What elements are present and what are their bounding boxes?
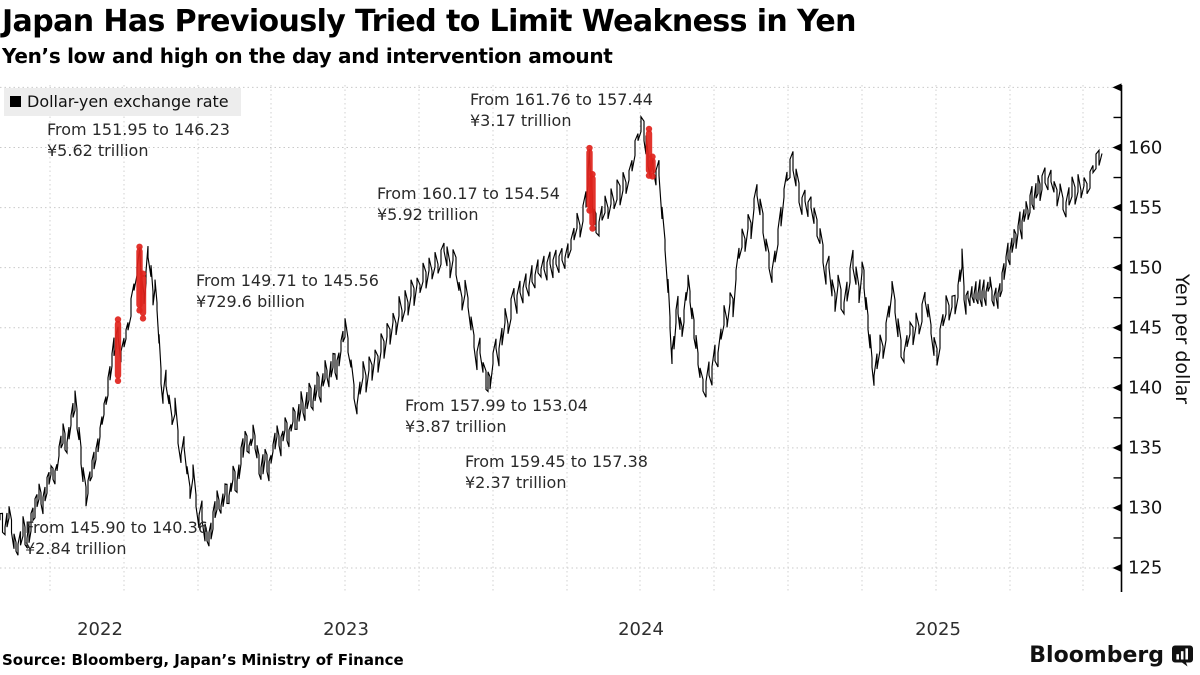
y-tick-label: 125 xyxy=(1128,557,1163,579)
x-year-label: 2025 xyxy=(915,619,961,640)
legend-swatch-icon xyxy=(10,96,21,107)
bloomberg-logo: Bloomberg xyxy=(1029,643,1194,668)
annotation-range-text: From 157.99 to 153.04 xyxy=(405,396,588,415)
intervention-annotation: From 160.17 to 154.54 ¥5.92 trillion xyxy=(377,183,560,225)
annotation-amount-text: ¥3.17 trillion xyxy=(470,111,572,130)
intervention-annotation: From 157.99 to 153.04 ¥3.87 trillion xyxy=(405,395,588,437)
y-tick-label: 130 xyxy=(1128,497,1163,519)
x-year-label: 2023 xyxy=(323,619,369,640)
annotation-amount-text: ¥729.6 billion xyxy=(196,292,305,311)
page-title: Japan Has Previously Tried to Limit Weak… xyxy=(2,4,856,39)
y-tick-label: 140 xyxy=(1128,377,1163,399)
annotation-amount-text: ¥2.37 trillion xyxy=(465,473,567,492)
intervention-annotation: From 151.95 to 146.23 ¥5.62 trillion xyxy=(47,119,230,161)
annotation-range-text: From 161.76 to 157.44 xyxy=(470,90,653,109)
y-tick-label: 160 xyxy=(1128,137,1163,158)
x-year-label: 2024 xyxy=(618,619,664,640)
y-axis-title: Yen per dollar xyxy=(1171,273,1193,405)
annotation-range-text: From 160.17 to 154.54 xyxy=(377,184,560,203)
y-tick-label: 135 xyxy=(1128,437,1163,459)
legend: Dollar-yen exchange rate xyxy=(4,88,241,116)
intervention-annotation: From 145.90 to 140.36 ¥2.84 trillion xyxy=(25,517,208,559)
annotation-amount-text: ¥5.62 trillion xyxy=(47,141,149,160)
annotation-range-text: From 149.71 to 145.56 xyxy=(196,271,379,290)
annotation-range-text: From 159.45 to 157.38 xyxy=(465,452,648,471)
bloomberg-logo-text: Bloomberg xyxy=(1029,643,1164,668)
y-tick-label: 155 xyxy=(1128,197,1163,219)
intervention-annotation: From 161.76 to 157.44 ¥3.17 trillion xyxy=(470,89,653,131)
y-tick-label: 150 xyxy=(1128,257,1163,279)
legend-label: Dollar-yen exchange rate xyxy=(27,92,229,111)
annotation-range-text: From 151.95 to 146.23 xyxy=(47,120,230,139)
annotation-amount-text: ¥3.87 trillion xyxy=(405,417,507,436)
annotation-amount-text: ¥5.92 trillion xyxy=(377,205,479,224)
chart-subtitle: Yen’s low and high on the day and interv… xyxy=(2,44,613,68)
annotation-amount-text: ¥2.84 trillion xyxy=(25,539,127,558)
intervention-annotation: From 159.45 to 157.38 ¥2.37 trillion xyxy=(465,451,648,493)
bloomberg-chart-bubble-icon xyxy=(1172,645,1193,667)
annotation-range-text: From 145.90 to 140.36 xyxy=(25,518,208,537)
intervention-annotation: From 149.71 to 145.56 ¥729.6 billion xyxy=(196,270,379,312)
source-note: Source: Bloomberg, Japan’s Ministry of F… xyxy=(2,651,404,669)
y-tick-label: 145 xyxy=(1128,317,1163,339)
x-year-label: 2022 xyxy=(77,619,123,640)
